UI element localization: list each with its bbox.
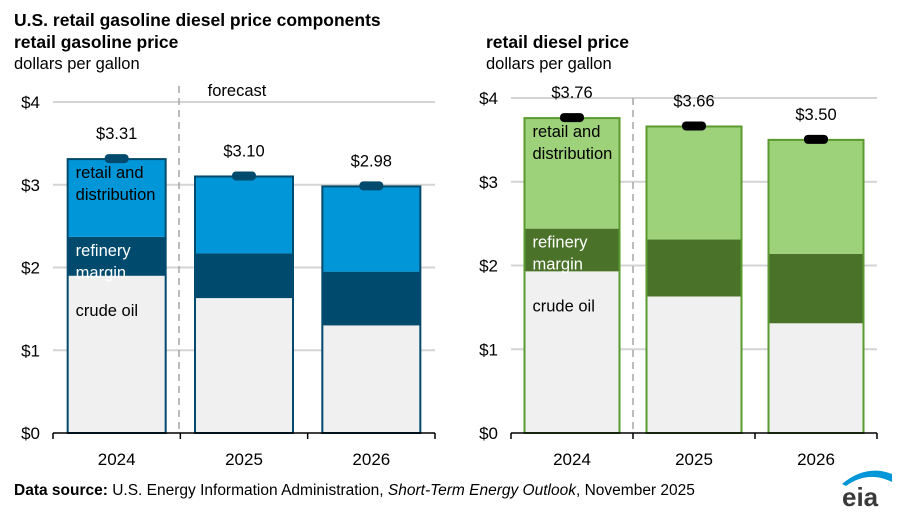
bar-segment-crude-oil: [67, 275, 166, 433]
bar-segment-refinery-margin: [646, 239, 742, 297]
total-price-label: $3.31: [96, 125, 137, 143]
segment-label-retail-and-distribution: retail and: [76, 164, 144, 182]
x-tick-label: 2024: [553, 450, 591, 469]
data-source: Data source: U.S. Energy Information Adm…: [14, 482, 695, 500]
data-source-text: U.S. Energy Information Administration,: [107, 482, 388, 499]
y-tick-label: $2: [479, 257, 498, 276]
bar-segment-refinery-margin: [322, 271, 421, 326]
left-chart-subtitle: retail gasoline price: [14, 32, 179, 52]
total-price-label: $3.66: [673, 92, 714, 110]
bar-segment-refinery-margin: [67, 236, 166, 276]
bar-segment-retail-and-distribution: [195, 176, 293, 254]
bar-segment-crude-oil: [195, 298, 293, 433]
total-price-marker: [560, 113, 584, 123]
x-tick-label: 2025: [225, 450, 263, 469]
segment-label-retail-and-distribution: distribution: [533, 145, 613, 163]
total-price-label: $2.98: [351, 152, 392, 170]
x-tick-label: 2026: [352, 450, 390, 469]
total-price-marker: [104, 154, 129, 164]
bar-segment-refinery-margin: [768, 253, 864, 324]
y-tick-label: $4: [21, 93, 40, 112]
total-price-marker: [232, 171, 256, 181]
bar-segment-retail-and-distribution: [67, 159, 166, 237]
total-price-marker: [804, 134, 828, 144]
right-chart-units: dollars per gallon: [486, 55, 612, 73]
bar-segment-crude-oil: [768, 323, 864, 433]
y-tick-label: $0: [479, 424, 498, 443]
right-chart-subtitle: retail diesel price: [486, 32, 629, 52]
segment-label-retail-and-distribution: retail and: [533, 123, 601, 141]
segment-label-refinery-margin: refinery: [76, 242, 132, 260]
y-tick-label: $2: [21, 259, 40, 278]
segment-label-crude-oil: crude oil: [76, 302, 138, 320]
bar-segment-retail-and-distribution: [768, 139, 864, 254]
y-tick-label: $0: [21, 424, 40, 443]
bar-segment-retail-and-distribution: [646, 126, 742, 240]
y-tick-label: $3: [479, 173, 498, 192]
y-tick-label: $1: [21, 341, 40, 360]
data-source-label: Data source:: [14, 482, 108, 499]
eia-logo-icon: eia: [842, 470, 892, 512]
bar-segment-retail-and-distribution: [524, 118, 620, 229]
forecast-label: forecast: [208, 82, 267, 100]
bar-segment-crude-oil: [322, 325, 421, 433]
segment-label-refinery-margin: margin: [533, 256, 583, 274]
bar-segment-refinery-margin: [195, 253, 293, 299]
x-tick-label: 2026: [797, 450, 835, 469]
y-tick-label: $4: [479, 89, 498, 108]
segment-label-crude-oil: crude oil: [533, 297, 595, 315]
total-price-marker: [359, 181, 384, 191]
segment-label-refinery-margin: refinery: [533, 234, 589, 252]
diesel-chart: $0 $1 $2 $3 $4 $3.76 2024 crude oil refinery marg…: [479, 84, 878, 469]
x-tick-label: 2024: [98, 450, 136, 469]
bar-segment-refinery-margin: [524, 228, 620, 272]
total-price-label: $3.10: [223, 142, 264, 160]
publication-name: Short-Term Energy Outlook: [387, 482, 576, 499]
bar-segment-retail-and-distribution: [322, 186, 421, 272]
x-tick-label: 2025: [675, 450, 713, 469]
bar-segment-crude-oil: [646, 296, 742, 433]
segment-label-refinery-margin: margin: [76, 264, 126, 282]
gasoline-chart: $0 $1 $2 $3 $4 forecast $3.31 2024 crude oil refi…: [21, 82, 436, 469]
chart-title: U.S. retail gasoline diesel price compon…: [14, 10, 381, 30]
total-price-marker: [682, 121, 706, 131]
bar-segment-crude-oil: [524, 271, 620, 433]
y-tick-label: $3: [21, 176, 40, 195]
segment-label-retail-and-distribution: distribution: [76, 186, 156, 204]
total-price-label: $3.76: [551, 84, 592, 102]
logo-text: eia: [842, 482, 879, 512]
y-tick-label: $1: [479, 340, 498, 359]
publication-date: , November 2025: [575, 482, 695, 499]
left-chart-units: dollars per gallon: [14, 55, 140, 73]
total-price-label: $3.50: [795, 106, 836, 124]
